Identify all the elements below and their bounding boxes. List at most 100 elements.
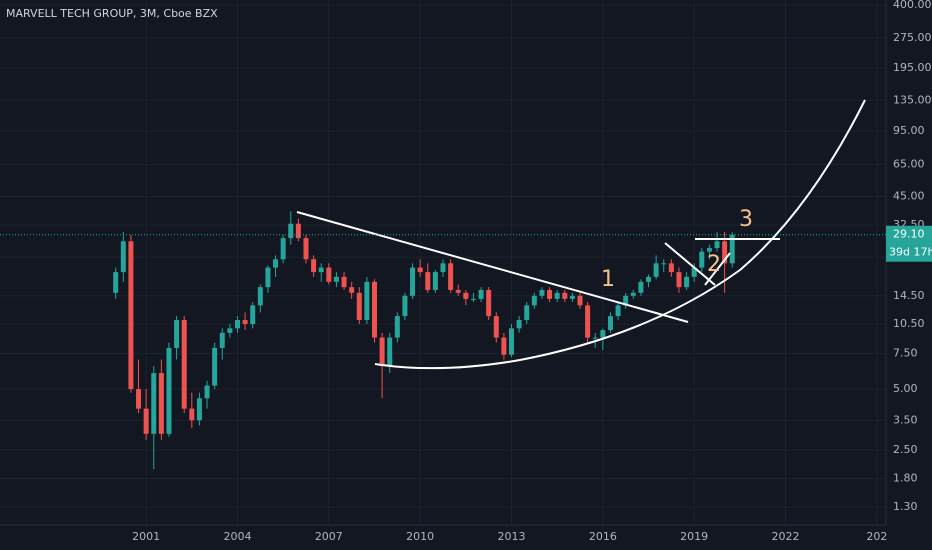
candle-body (128, 241, 134, 390)
candle-body (699, 251, 705, 268)
candle-body (120, 241, 126, 273)
candle-body (234, 319, 240, 329)
candle-body (448, 263, 454, 290)
x-tick-label: 2016 (589, 530, 617, 543)
candle-body (653, 263, 659, 277)
candle-body (646, 276, 652, 282)
candle-body (356, 292, 362, 320)
candle-body (113, 272, 119, 293)
candle-body (219, 332, 225, 348)
candle-body (341, 276, 347, 288)
candle-body (242, 319, 248, 325)
y-tick-label: 195.00 (893, 61, 932, 74)
countdown: 39d 17h (889, 246, 932, 259)
y-tick-label: 3.50 (893, 413, 918, 426)
candle-body (539, 289, 545, 296)
last-price-label: 29.10 (893, 228, 925, 241)
candle-body (661, 263, 667, 265)
candle-body (722, 241, 728, 264)
candle-body (265, 267, 271, 288)
candles (113, 211, 735, 470)
candle-body (684, 276, 690, 288)
candle-body (501, 337, 507, 355)
candle-body (143, 408, 149, 434)
candle-body (630, 292, 636, 296)
candle-body (600, 330, 606, 338)
annotation: 1 (601, 267, 615, 292)
candle-body (585, 305, 591, 338)
candle-body (417, 267, 423, 273)
candle-body (440, 263, 446, 273)
candle-body (516, 319, 522, 329)
y-tick-label: 275.00 (893, 31, 932, 44)
candle-body (615, 305, 621, 317)
candle-body (181, 319, 187, 409)
candle-body (493, 316, 499, 338)
annotation: 3 (739, 207, 753, 232)
candle-body (463, 292, 469, 299)
y-tick-label: 7.50 (893, 347, 918, 360)
x-tick-label: 2022 (772, 530, 800, 543)
candle-body (166, 347, 172, 434)
candle-body (273, 259, 279, 268)
trend-line (664, 242, 716, 286)
candle-body (311, 259, 317, 273)
candle-body (303, 238, 309, 260)
candle-body (432, 272, 438, 290)
candle-body (349, 287, 355, 293)
candle-body (562, 292, 568, 299)
chart-title: MARVELL TECH GROUP, 3M, Cboe BZX (6, 7, 218, 20)
candle-body (364, 281, 370, 320)
candle-body (402, 295, 408, 317)
y-tick-label: 45.00 (893, 190, 925, 203)
y-tick-label: 1.30 (893, 500, 918, 513)
candle-body (196, 398, 202, 421)
candle-body (638, 281, 644, 293)
candle-body (387, 337, 393, 367)
candle-body (410, 267, 416, 296)
candle-body (189, 408, 195, 421)
y-tick-label: 400.00 (893, 0, 932, 11)
trend-line (704, 252, 731, 286)
candle-body (151, 373, 157, 434)
candle-body (547, 289, 553, 299)
candle-body (455, 289, 461, 293)
candle-body (318, 267, 324, 273)
x-tick-label: 202 (866, 530, 887, 543)
candle-body (486, 289, 492, 317)
candle-body (706, 248, 712, 252)
candle-body (136, 389, 142, 409)
x-tick-label: 2013 (498, 530, 526, 543)
candle-body (333, 276, 339, 282)
candle-body (470, 298, 476, 300)
trend-line (296, 211, 689, 323)
candle-body (250, 305, 256, 325)
candle-body (326, 267, 332, 282)
x-tick-label: 2004 (223, 530, 251, 543)
candle-body (607, 316, 613, 331)
drawings (296, 99, 866, 370)
y-tick-label: 95.00 (893, 124, 925, 137)
candle-body (371, 281, 377, 338)
candle-body (714, 241, 720, 249)
candle-body (509, 328, 515, 355)
y-tick-label: 2.50 (893, 443, 918, 456)
y-tick-label: 135.00 (893, 93, 932, 106)
y-tick-label: 5.00 (893, 382, 918, 395)
last-price-box (886, 225, 932, 262)
grid (0, 0, 886, 525)
y-tick-label: 1.80 (893, 472, 918, 485)
y-tick-label: 65.00 (893, 157, 925, 170)
x-tick-label: 2019 (680, 530, 708, 543)
candle-body (257, 287, 263, 306)
candle-body (668, 263, 674, 273)
candle-body (394, 316, 400, 338)
candle-body (174, 319, 180, 348)
candle-body (623, 295, 629, 306)
candle-body (295, 223, 301, 239)
candle-body (531, 295, 537, 306)
candle-body (288, 223, 294, 239)
y-tick-label: 10.50 (893, 317, 925, 330)
curve (374, 99, 866, 370)
candle-body (227, 328, 233, 333)
